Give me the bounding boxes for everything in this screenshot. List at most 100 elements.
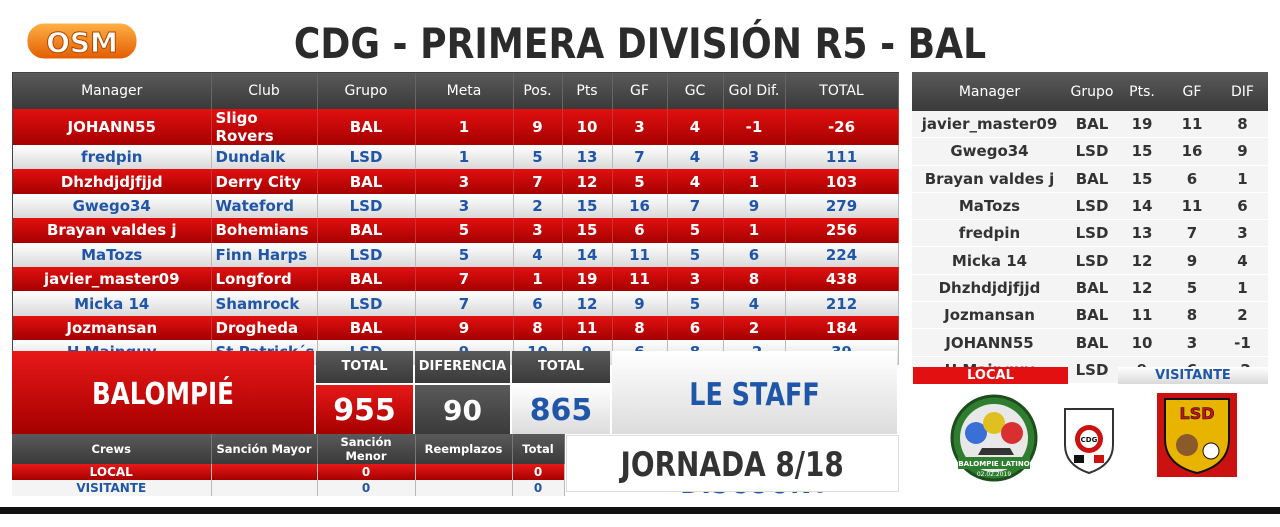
table-cell: Derry City xyxy=(211,169,318,194)
table-cell: 4 xyxy=(667,109,724,145)
table-cell: 10 xyxy=(562,109,613,145)
ranking-row: Gwego34 LSD 15 16 9 xyxy=(912,137,1268,166)
table-cell: 19 xyxy=(562,266,613,292)
table-cell: 13 xyxy=(562,145,613,170)
column-header: GC xyxy=(667,73,724,109)
bottom-border xyxy=(0,507,1280,514)
table-cell: 15 xyxy=(562,218,613,243)
table-cell: Gwego34 xyxy=(13,193,212,219)
column-header: Club xyxy=(211,73,318,109)
table-cell: Micka 14 xyxy=(13,291,212,316)
table-cell: LSD xyxy=(1067,192,1117,221)
table-cell: 12 xyxy=(562,169,613,194)
table-cell: 6 xyxy=(1217,192,1268,221)
column-header: Grupo xyxy=(317,73,416,109)
ranking-table-header: Manager Grupo Pts. GF DIF xyxy=(912,72,1268,111)
column-header: GF xyxy=(612,73,668,109)
table-cell: VISITANTE xyxy=(12,480,212,496)
column-header: Crews xyxy=(12,434,212,464)
table-cell: 6 xyxy=(667,315,724,341)
column-header: TOTAL xyxy=(785,73,899,109)
table-row: Micka 14 Shamrock LSD 7 6 12 9 5 4 212 xyxy=(13,291,899,316)
table-cell: 4 xyxy=(667,169,724,194)
table-cell: BAL xyxy=(1067,165,1117,193)
table-cell: 5 xyxy=(415,218,514,243)
table-cell: 11 xyxy=(1167,111,1217,139)
jornada-text: JORNADA 8/18 xyxy=(620,445,845,485)
bal-total-label: TOTAL xyxy=(316,351,413,383)
table-cell: 4 xyxy=(1217,246,1268,275)
balompie-latino-logo: BALOMPIE LATINO 02.02.2019 xyxy=(948,393,1040,483)
table-cell: 15 xyxy=(562,193,613,219)
table-cell: 5 xyxy=(612,169,668,194)
table-cell: LSD xyxy=(317,291,416,316)
table-cell: 9 xyxy=(415,315,514,341)
table-row: javier_master09 Longford BAL 7 1 19 11 3 8 438 xyxy=(13,266,899,292)
table-cell: 8 xyxy=(1167,301,1217,330)
ranking-row: MaTozs LSD 14 11 6 xyxy=(912,192,1268,221)
table-cell: Brayan valdes j xyxy=(912,165,1067,193)
table-cell: 224 xyxy=(785,242,899,267)
table-cell: Jozmansan xyxy=(912,301,1067,330)
visitante-label: VISITANTE xyxy=(1118,367,1268,384)
table-cell: 8 xyxy=(612,315,668,341)
table-cell: 103 xyxy=(785,169,899,194)
column-header: Sanción Mayor xyxy=(211,434,318,464)
table-row: Dhzhdjdjfjjd Derry City BAL 3 7 12 5 4 1 103 xyxy=(13,169,899,194)
table-cell: BAL xyxy=(317,266,416,292)
column-header: Total xyxy=(512,434,565,464)
table-cell: BAL xyxy=(317,315,416,341)
table-cell: 3 xyxy=(415,193,514,219)
table-cell: LOCAL xyxy=(12,464,212,480)
table-cell: 12 xyxy=(1117,274,1167,303)
match-table-header: Manager Club Grupo Meta Pos. Pts GF GC Gol Dif. T… xyxy=(13,73,899,109)
table-cell: Jozmansan xyxy=(13,315,212,341)
column-header: Pos. xyxy=(513,73,563,109)
ranking-row: JOHANN55 BAL 10 3 -1 xyxy=(912,328,1268,357)
table-cell: 8 xyxy=(1217,111,1268,139)
bal-logo-text: BALOMPIE LATINO xyxy=(958,460,1029,468)
column-header: GF xyxy=(1167,72,1217,111)
table-cell: 0 xyxy=(317,464,416,480)
table-cell: 11 xyxy=(612,266,668,292)
bal-total-value: 955 xyxy=(316,385,413,434)
table-cell: 16 xyxy=(612,193,668,219)
table-cell: 1 xyxy=(415,145,514,170)
ranking-row: Dhzhdjdjfjjd BAL 12 5 1 xyxy=(912,274,1268,303)
table-cell: 12 xyxy=(562,291,613,316)
table-cell: 5 xyxy=(415,242,514,267)
table-cell: 12 xyxy=(1117,246,1167,275)
table-cell: 0 xyxy=(512,480,565,496)
table-cell: 1 xyxy=(1217,165,1268,193)
table-cell: 2 xyxy=(723,315,786,341)
table-cell: Sligo Rovers xyxy=(211,109,318,145)
table-cell: 7 xyxy=(612,145,668,170)
table-cell: 5 xyxy=(1167,274,1217,303)
table-cell: -1 xyxy=(723,109,786,145)
table-cell: 15 xyxy=(1117,137,1167,166)
table-cell: 11 xyxy=(612,242,668,267)
match-table: Manager Club Grupo Meta Pos. Pts GF GC Gol Dif. T… xyxy=(12,72,899,365)
table-cell: 7 xyxy=(415,266,514,292)
table-cell: 10 xyxy=(1117,328,1167,357)
table-cell: 0 xyxy=(317,480,416,496)
table-cell: 3 xyxy=(415,169,514,194)
table-cell: 8 xyxy=(513,315,563,341)
table-row: JOHANN55 Sligo Rovers BAL 1 9 10 3 4 -1 -26 xyxy=(13,109,899,145)
table-cell: 1 xyxy=(1217,274,1268,303)
column-header: Manager xyxy=(912,72,1067,111)
table-row: MaTozs Finn Harps LSD 5 4 14 11 5 6 224 xyxy=(13,242,899,267)
table-cell: BAL xyxy=(317,109,416,145)
table-cell: fredpin xyxy=(13,145,212,170)
ranking-row: fredpin LSD 13 7 3 xyxy=(912,219,1268,248)
ranking-row: javier_master09 BAL 19 11 8 xyxy=(912,111,1268,139)
table-cell: 6 xyxy=(513,291,563,316)
table-cell: 5 xyxy=(513,145,563,170)
column-header: Grupo xyxy=(1067,72,1117,111)
ranking-row: Jozmansan BAL 11 8 2 xyxy=(912,301,1268,330)
table-cell: 7 xyxy=(1167,219,1217,248)
table-cell xyxy=(415,464,513,480)
table-cell: BAL xyxy=(1067,111,1117,139)
table-row: Brayan valdes j Bohemians BAL 5 3 15 6 5 1 256 xyxy=(13,218,899,243)
table-cell: JOHANN55 xyxy=(912,328,1067,357)
